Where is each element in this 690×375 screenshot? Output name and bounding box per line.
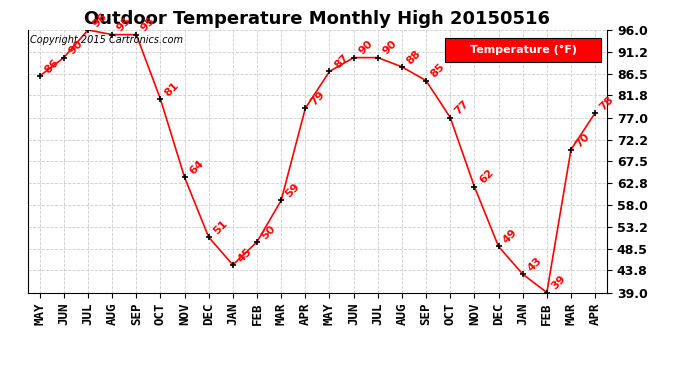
Text: 95: 95 — [139, 16, 157, 34]
Text: Temperature (°F): Temperature (°F) — [470, 45, 577, 55]
Text: 81: 81 — [164, 80, 181, 98]
Text: 64: 64 — [188, 158, 206, 177]
Text: 85: 85 — [429, 62, 447, 80]
Text: 45: 45 — [236, 246, 254, 264]
Text: 88: 88 — [405, 48, 423, 66]
Text: 39: 39 — [550, 274, 568, 292]
Text: 49: 49 — [502, 228, 520, 246]
Text: 90: 90 — [357, 39, 375, 57]
Text: 78: 78 — [598, 94, 616, 112]
Text: 59: 59 — [284, 182, 302, 200]
Text: 86: 86 — [43, 57, 61, 75]
Text: 90: 90 — [67, 39, 85, 57]
Text: 90: 90 — [381, 39, 399, 57]
Text: 95: 95 — [115, 16, 133, 34]
Text: 50: 50 — [260, 223, 277, 241]
Text: Copyright 2015 Cartronics.com: Copyright 2015 Cartronics.com — [30, 35, 184, 45]
Text: 79: 79 — [308, 89, 326, 108]
FancyBboxPatch shape — [445, 38, 602, 62]
Text: 62: 62 — [477, 168, 495, 186]
Title: Outdoor Temperature Monthly High 20150516: Outdoor Temperature Monthly High 2015051… — [84, 10, 551, 28]
Text: 43: 43 — [526, 255, 544, 273]
Text: 70: 70 — [574, 131, 592, 149]
Text: 96: 96 — [91, 11, 109, 29]
Text: 87: 87 — [333, 53, 351, 70]
Text: 51: 51 — [212, 219, 230, 237]
Text: 77: 77 — [453, 99, 471, 117]
